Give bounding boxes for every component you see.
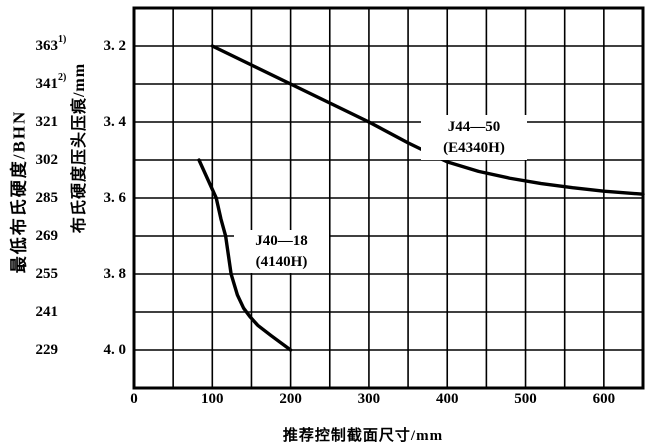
y-axis-title-indentation-mm: 布氏硬度压头压痕/mm xyxy=(71,62,88,234)
plot-border xyxy=(132,6,645,390)
series-name: J44—50 xyxy=(447,118,501,135)
series-grade: (E4340H) xyxy=(443,139,505,156)
curve-j44-50 xyxy=(210,44,645,196)
x-axis-title: 推荐控制截面尺寸/mm xyxy=(282,428,444,444)
y-axis-title-bhn: 最低布氏硬度/BHN xyxy=(9,109,29,274)
curve-j40-18 xyxy=(197,158,293,352)
series-name: J40—18 xyxy=(255,232,308,249)
series-label-j40-18: J40—18 (4140H) xyxy=(234,230,329,273)
series-grade: (4140H) xyxy=(255,253,308,270)
series-label-j44-50: J44—50 (E4340H) xyxy=(421,115,527,160)
